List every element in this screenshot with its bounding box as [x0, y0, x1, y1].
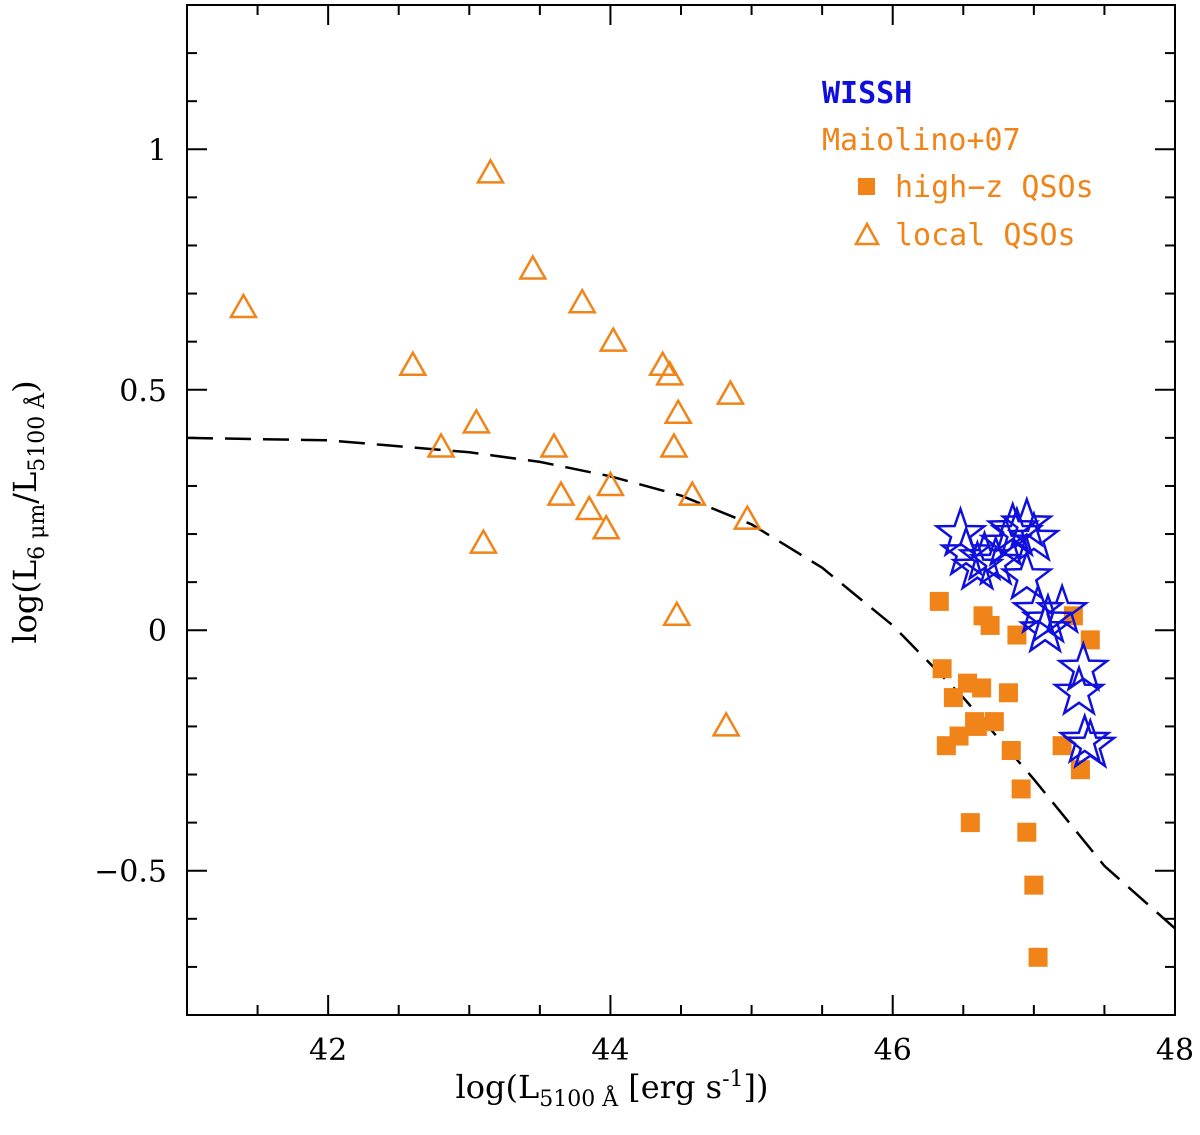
legend-high-z: high−z QSOs: [895, 170, 1094, 205]
x-axis-label-subscript: 5100 Å: [539, 1084, 619, 1112]
high-z-qso-point: [1017, 822, 1037, 842]
local-qso-point: [595, 470, 626, 497]
high-z-qso-point: [980, 615, 1000, 635]
y-axis-label-end: ): [6, 380, 44, 392]
high-z-qso-point: [1024, 875, 1044, 895]
model-curve-layer: [186, 436, 1176, 930]
x-axis-label-superscript: -1: [722, 1067, 743, 1092]
legend-wissh: WISSH: [822, 76, 912, 111]
legend-square-marker: [858, 178, 875, 195]
local-qso-point: [574, 494, 604, 521]
y-axis-label-subscript-1: 6 μm: [25, 504, 50, 560]
local-qso-point: [461, 407, 491, 434]
x-tick-label: 44: [591, 1033, 629, 1068]
high-z-qso-point: [998, 683, 1018, 703]
local-qso-point: [659, 431, 689, 458]
y-tick-label: 0.5: [119, 374, 167, 409]
high-z-qso-point: [932, 659, 952, 679]
wissh-point: [989, 505, 1045, 558]
local-qso-point: [567, 287, 597, 314]
high-z-qso-point: [1028, 947, 1048, 967]
x-axis-label: log(L5100 Å [erg s-1]): [456, 1067, 769, 1112]
model-curve: [186, 436, 1176, 930]
y-axis-label-slash: /L: [6, 472, 44, 504]
wissh-point: [938, 524, 994, 577]
major-ticks: [187, 5, 1175, 1015]
high-z-qso-point: [972, 678, 992, 698]
high-z-qso-point: [943, 688, 963, 708]
local-qso-point: [662, 600, 692, 627]
x-axis-label-end: ]): [744, 1068, 769, 1106]
y-tick-label: 1: [148, 133, 167, 168]
local-qso-point: [591, 513, 621, 540]
legend-maiolino: Maiolino+07: [822, 123, 1021, 158]
x-tick-label: 48: [1156, 1033, 1194, 1068]
high-z-qso-point: [1001, 740, 1021, 760]
wissh-point: [968, 534, 1024, 587]
local-qso-point: [518, 253, 548, 280]
local-qso-point: [426, 431, 456, 458]
local-qso-point: [732, 504, 762, 530]
local-qso-point: [468, 528, 499, 554]
wissh-point: [999, 548, 1055, 601]
local-qso-point: [677, 480, 707, 506]
y-tick-label: 0: [148, 614, 167, 649]
wissh-point: [1062, 716, 1118, 769]
wissh-point: [1034, 582, 1090, 635]
local-qso-point: [475, 157, 506, 184]
legend-local: local QSOs: [895, 218, 1076, 253]
wissh-point: [1057, 712, 1113, 765]
x-axis-label-rest: [erg s: [618, 1068, 722, 1106]
wissh-point: [1006, 510, 1062, 563]
wissh-point: [1051, 664, 1107, 717]
legend: WISSH Maiolino+07 high−z QSOs local QSOs: [822, 76, 1094, 253]
local-qso-point: [546, 480, 576, 506]
high-z-qso-point: [960, 813, 980, 833]
tick-labels: 42 44 46 48 −0.5 0 0.5 1: [94, 133, 1194, 1068]
high-z-qso-point: [929, 591, 949, 611]
local-qso-point: [228, 292, 259, 319]
plot-frame: [186, 4, 1176, 1016]
high-z-qso-point: [984, 712, 1004, 732]
high-z-qso-point: [1052, 736, 1072, 756]
x-tick-label: 42: [309, 1033, 347, 1068]
local-qso-point: [539, 431, 569, 458]
y-axis-label: log(L6 μm/L5100 Å): [6, 380, 50, 643]
x-tick-label: 46: [874, 1033, 912, 1068]
minor-ticks: [187, 5, 1175, 1015]
local-qso-point: [398, 350, 428, 376]
local-qso-point: [598, 326, 628, 352]
legend-triangle-marker: [853, 221, 881, 246]
high-z-qso-point: [967, 716, 987, 736]
high-z-qso-point: [1011, 779, 1031, 799]
y-tick-label: −0.5: [94, 855, 167, 890]
points-layer: [228, 157, 1118, 967]
local-qso-point: [711, 710, 741, 737]
local-qso-point: [715, 379, 746, 405]
high-z-qso-point: [1007, 625, 1027, 645]
y-axis-label-subscript-2: 5100 Å: [22, 392, 50, 472]
local-qso-point: [655, 359, 685, 386]
high-z-qso-point: [949, 726, 969, 746]
local-qso-point: [663, 398, 693, 425]
wissh-point: [999, 495, 1055, 548]
high-z-qso-point: [1080, 630, 1100, 650]
